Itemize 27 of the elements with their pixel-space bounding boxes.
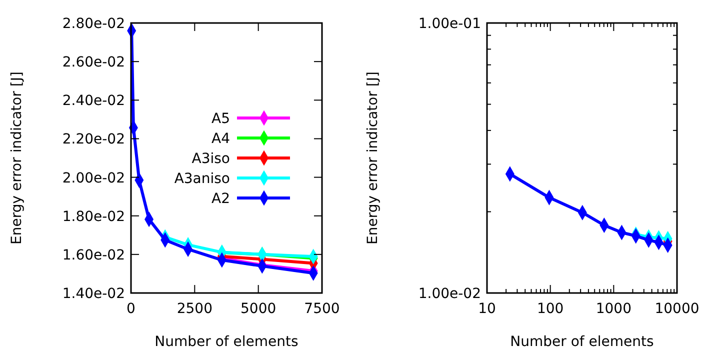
y-tick-label: 2.40e-02 <box>62 93 125 110</box>
x-axis-title: Number of elements <box>510 334 654 350</box>
y-axis-title: Energy error indicator [J] <box>365 72 381 244</box>
y-tick-label: 1.00e-01 <box>418 16 481 32</box>
y-tick-label: 2.00e-02 <box>62 170 125 186</box>
x-tick-label: 5000 <box>240 301 276 317</box>
y-tick-label: 2.80e-02 <box>62 16 125 32</box>
x-tick-label: 10 <box>478 301 496 317</box>
y-tick-label: 1.00e-02 <box>418 286 481 302</box>
legend-label: A3aniso <box>174 171 230 187</box>
y-tick-label: 2.60e-02 <box>62 54 125 71</box>
x-tick-label: 10000 <box>654 301 700 317</box>
legend-label: A4 <box>212 131 230 147</box>
x-tick-label: 0 <box>126 301 136 317</box>
y-axis-title: Energy error indicator [J] <box>9 72 25 244</box>
x-tick-label: 7500 <box>304 301 340 317</box>
legend-label: A2 <box>212 191 230 207</box>
x-axis-title: Number of elements <box>154 334 298 350</box>
x-tick-label: 100 <box>536 301 564 317</box>
y-tick-label: 1.60e-02 <box>62 247 125 264</box>
x-tick-label: 1000 <box>596 301 632 317</box>
y-tick-label: 2.20e-02 <box>62 132 125 148</box>
y-tick-label: 1.40e-02 <box>62 286 125 302</box>
legend-label: A3iso <box>192 151 230 167</box>
legend-label: A5 <box>212 111 230 127</box>
x-tick-label: 2500 <box>176 301 212 317</box>
y-tick-label: 1.80e-02 <box>62 208 125 225</box>
